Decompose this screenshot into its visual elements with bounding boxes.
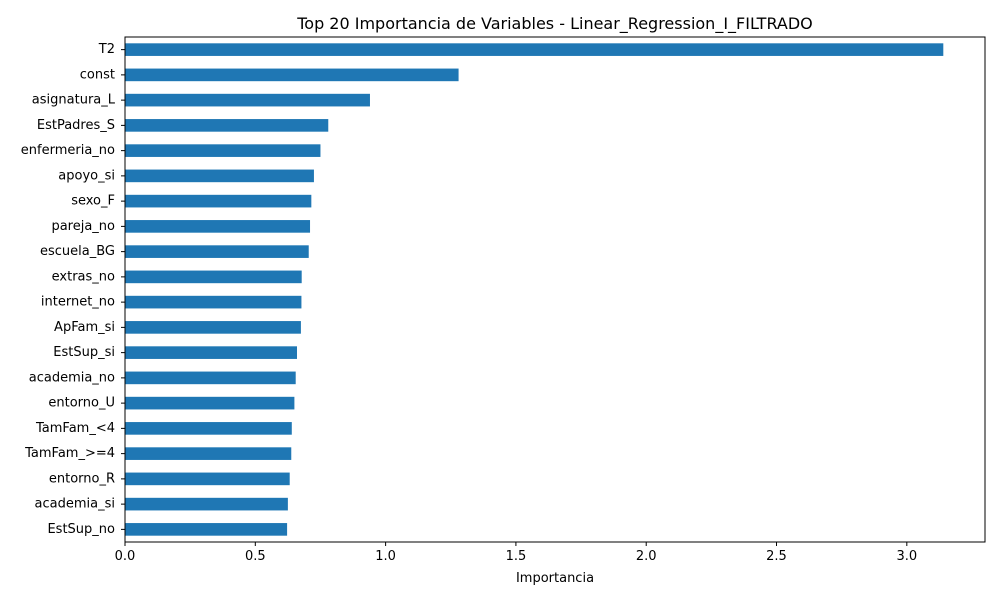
y-tick-label: T2 (98, 42, 115, 57)
bar (125, 93, 370, 107)
x-axis-label: Importancia (516, 571, 594, 586)
bar (125, 245, 309, 258)
y-tick-label: ApFam_si (54, 320, 115, 335)
x-tick-label: 1.5 (506, 549, 527, 564)
bar (125, 371, 296, 385)
bar (125, 497, 288, 511)
chart-title: Top 20 Importancia de Variables - Linear… (296, 14, 813, 34)
bar (125, 119, 329, 132)
y-tick-label: entorno_U (48, 396, 115, 411)
y-tick-label: const (80, 67, 115, 82)
bar (125, 270, 302, 284)
bar (125, 68, 459, 82)
bar (125, 194, 312, 208)
bar (125, 396, 295, 410)
y-tick-label: escuela_BG (40, 244, 115, 259)
x-tick-label: 2.0 (636, 549, 657, 564)
y-tick-label: pareja_no (51, 219, 115, 234)
bar (125, 346, 297, 359)
bar (125, 144, 321, 157)
y-tick-label: internet_no (41, 295, 115, 310)
bar (125, 422, 292, 435)
x-tick-label: 0.5 (245, 549, 266, 564)
y-tick-label: academia_si (35, 497, 115, 512)
bar (125, 321, 301, 334)
y-tick-label: EstSup_si (53, 345, 115, 360)
bar (125, 220, 311, 233)
bar (125, 523, 288, 536)
y-tick-label: EstPadres_S (37, 118, 115, 133)
bars-group (125, 43, 944, 536)
y-tick-label: TamFam_<4 (35, 421, 115, 436)
y-tick-label: enfermeria_no (21, 143, 115, 158)
y-tick-label: entorno_R (49, 471, 115, 486)
x-axis-ticks: 0.0 0.5 1.0 1.5 2.0 2.5 3.0 (115, 542, 917, 564)
x-tick-label: 3.0 (896, 549, 917, 564)
y-tick-label: TamFam_>=4 (24, 446, 115, 461)
y-tick-label: academia_no (29, 370, 115, 385)
y-tick-label: asignatura_L (32, 93, 116, 108)
y-tick-label: extras_no (52, 269, 115, 284)
bar (125, 472, 290, 486)
x-tick-label: 2.5 (766, 549, 787, 564)
bar (125, 295, 302, 309)
y-axis-ticks: T2 const asignatura_L EstPadres_S enfermeria… (21, 42, 125, 537)
y-tick-label: EstSup_no (47, 522, 115, 537)
y-tick-label: sexo_F (71, 194, 115, 209)
plot-frame (124, 36, 986, 543)
bar (125, 43, 944, 56)
bar (125, 447, 292, 460)
bar (125, 169, 314, 183)
x-tick-label: 1.0 (375, 549, 396, 564)
y-tick-label: apoyo_si (58, 168, 115, 183)
x-tick-label: 0.0 (115, 549, 136, 564)
